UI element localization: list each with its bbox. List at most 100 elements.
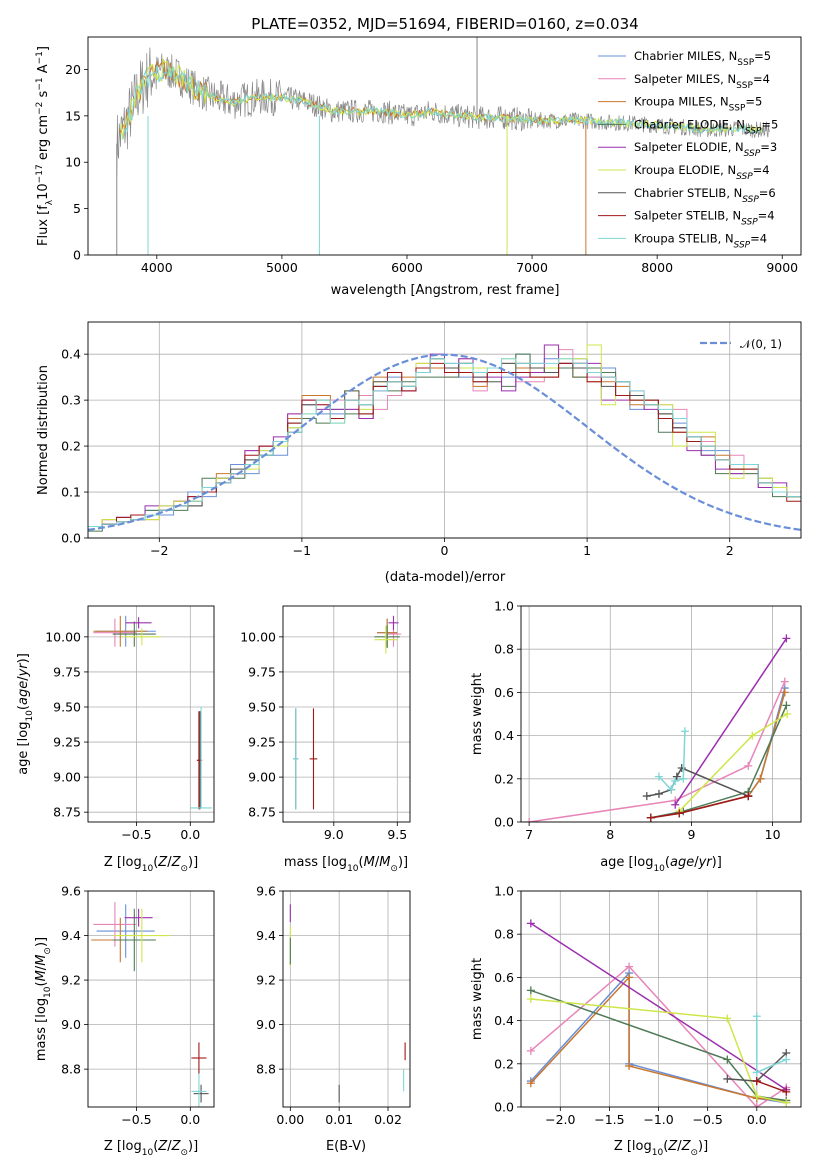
y-axis-label: mass weight bbox=[470, 958, 485, 1040]
y-tick-label: 15 bbox=[65, 108, 81, 123]
weight-marker bbox=[646, 813, 655, 822]
normal-curve bbox=[88, 353, 801, 531]
x-axis-label: age [log10(age/yr)] bbox=[600, 855, 722, 874]
weight-marker bbox=[782, 634, 791, 643]
x-axis-label: E(B-V) bbox=[326, 1139, 366, 1154]
y-tick-label: 8.8 bbox=[256, 1062, 276, 1077]
y-tick-label: 0.4 bbox=[494, 1013, 514, 1028]
x-tick-label: 2 bbox=[726, 543, 734, 558]
weight-marker bbox=[752, 1012, 761, 1021]
legend-label: Salpeter MILES, NSSP=4 bbox=[634, 72, 770, 91]
plot-area bbox=[293, 615, 402, 810]
y-tick-label: 8.8 bbox=[61, 1062, 81, 1077]
x-tick-label: 8 bbox=[606, 827, 614, 842]
plot-area bbox=[116, 37, 770, 255]
x-axis-label: (data-model)/error bbox=[385, 570, 506, 585]
legend-label: Chabrier ELODIE, NSSP=5 bbox=[634, 117, 778, 136]
plot-area bbox=[88, 344, 801, 538]
y-tick-label: 20 bbox=[65, 62, 81, 77]
y-axis-label: mass [log10(M/M⊙)] bbox=[34, 937, 53, 1061]
weight-marker bbox=[783, 710, 792, 718]
x-tick-label: 0.0 bbox=[180, 1112, 200, 1127]
weight-marker bbox=[723, 1074, 732, 1083]
y-tick-label: 10.00 bbox=[45, 629, 81, 644]
weight-line bbox=[756, 1080, 787, 1093]
y-tick-label: 9.50 bbox=[53, 699, 81, 714]
weight-marker bbox=[748, 731, 757, 740]
weight-marker bbox=[723, 1014, 732, 1023]
legend-label: Chabrier STELIB, NSSP=6 bbox=[634, 186, 776, 205]
weight-marker bbox=[752, 1103, 761, 1107]
weight-line bbox=[650, 705, 788, 819]
y-tick-label: 9.75 bbox=[53, 664, 81, 679]
y-tick-label: 0.2 bbox=[494, 1056, 514, 1071]
y-tick-label: 0.0 bbox=[61, 531, 81, 546]
x-tick-label: 0.0 bbox=[747, 1112, 767, 1127]
model-spectrum bbox=[120, 58, 763, 140]
histogram-panel: −2 −1 0 1 2 0.0 0.1 0.2 0.3 0.4 (data-model)/error… bbox=[36, 321, 802, 585]
plot-area bbox=[526, 919, 791, 1107]
y-tick-label: 9.0 bbox=[61, 1017, 81, 1032]
y-tick-label: 1.0 bbox=[494, 884, 514, 899]
axes-frame bbox=[87, 36, 802, 256]
y-tick-label: 1.0 bbox=[494, 599, 514, 614]
weight-marker bbox=[526, 986, 535, 995]
weight-marker bbox=[671, 776, 680, 785]
z-weight-panel: −2.0 −1.5 −1.0 −0.5 0.0 0.0 0.2 0.4 0.6 0.8 1.0 Z [… bbox=[470, 884, 802, 1158]
x-tick-label: −2 bbox=[150, 543, 168, 558]
weight-marker bbox=[782, 1098, 791, 1107]
y-tick-label: 0.6 bbox=[494, 685, 514, 700]
z-mass-panel: −0.5 0.0 8.8 9.0 9.2 9.4 9.6 Z [log10(Z/Z⊙)] mas… bbox=[34, 884, 215, 1158]
weight-marker bbox=[752, 1068, 761, 1077]
y-tick-label: 0.8 bbox=[494, 927, 514, 942]
axes-frame bbox=[87, 605, 215, 823]
weight-marker bbox=[780, 688, 789, 697]
weight-marker bbox=[671, 800, 680, 809]
weight-line bbox=[528, 681, 786, 822]
plot-area bbox=[93, 615, 212, 810]
weight-line bbox=[530, 965, 787, 1107]
weight-marker bbox=[625, 1061, 634, 1070]
y-axis-label: mass weight bbox=[470, 673, 485, 755]
y-axis-label: Normed distribution bbox=[36, 365, 51, 495]
axes-frame bbox=[520, 605, 802, 823]
weight-marker bbox=[679, 774, 688, 783]
weight-marker bbox=[526, 995, 535, 1003]
x-tick-label: −0.5 bbox=[692, 1112, 722, 1127]
x-tick-label: 9 bbox=[687, 827, 695, 842]
weight-marker bbox=[525, 818, 534, 822]
y-tick-label: 0.3 bbox=[61, 393, 81, 408]
weight-marker bbox=[675, 809, 684, 818]
x-axis-label: mass [log10(M/M⊙)] bbox=[284, 855, 408, 874]
mass-age-panel: 9.0 9.5 8.75 9.00 9.25 9.50 9.75 10.00 mass [log… bbox=[240, 605, 411, 874]
y-tick-label: 9.0 bbox=[256, 1017, 276, 1032]
x-axis-label: Z [log10(Z/Z⊙)] bbox=[614, 1139, 708, 1158]
weight-line bbox=[530, 998, 787, 1104]
y-tick-label: 9.2 bbox=[61, 973, 81, 988]
z-age-panel: −0.5 0.0 8.75 9.00 9.25 9.50 9.75 10.00 Z [log10… bbox=[16, 605, 215, 874]
y-tick-label: 0.4 bbox=[61, 347, 81, 362]
y-tick-label: 9.6 bbox=[61, 884, 81, 899]
y-tick-label: 0.0 bbox=[494, 1100, 514, 1115]
weight-marker bbox=[654, 789, 663, 798]
x-tick-label: −1.5 bbox=[594, 1112, 624, 1127]
y-tick-label: 0 bbox=[73, 248, 81, 263]
histogram-step bbox=[88, 358, 801, 538]
weight-marker bbox=[654, 772, 663, 781]
weight-marker bbox=[625, 962, 634, 971]
plot-area bbox=[525, 634, 792, 822]
y-tick-label: 5 bbox=[73, 201, 81, 216]
y-tick-label: 9.4 bbox=[61, 928, 81, 943]
weight-marker bbox=[680, 727, 689, 736]
y-tick-label: 0.6 bbox=[494, 970, 514, 985]
x-tick-label: −0.5 bbox=[121, 827, 151, 842]
y-tick-label: 0.4 bbox=[494, 728, 514, 743]
weight-marker bbox=[526, 919, 535, 928]
weight-marker bbox=[744, 792, 753, 801]
weight-marker bbox=[782, 701, 791, 710]
x-tick-label: 1 bbox=[583, 543, 591, 558]
x-tick-label: 7000 bbox=[516, 260, 548, 275]
y-tick-label: 0.2 bbox=[61, 439, 81, 454]
x-tick-label: −0.5 bbox=[121, 1112, 151, 1127]
